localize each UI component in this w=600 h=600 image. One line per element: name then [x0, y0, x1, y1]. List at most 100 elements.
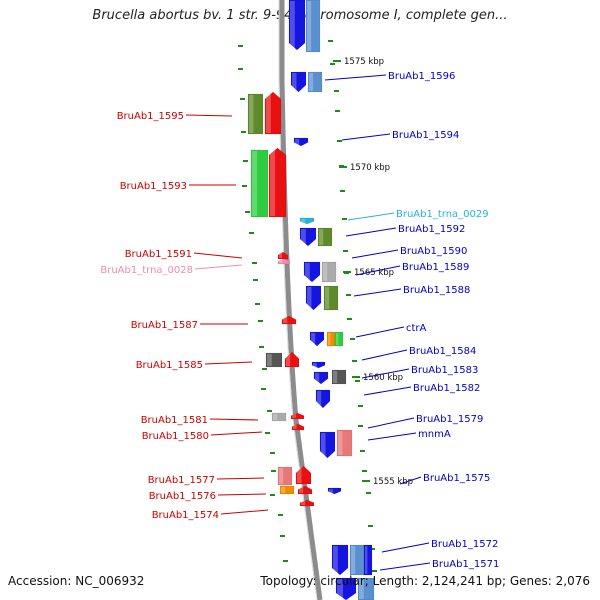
- left-gene-label[interactable]: BruAb1_1595: [117, 111, 184, 122]
- gene-feature[interactable]: [295, 465, 312, 485]
- tick-mark-right: [328, 40, 333, 42]
- left-leader-line: [220, 509, 269, 515]
- left-gene-label[interactable]: BruAb1_1576: [149, 491, 216, 502]
- gene-feature[interactable]: [271, 412, 287, 422]
- kbp-label: 1555 kbp: [373, 477, 413, 487]
- tick-mark-left: [261, 388, 266, 390]
- gene-feature[interactable]: [321, 261, 337, 283]
- tick-mark-right: [335, 110, 340, 112]
- left-gene-label[interactable]: BruAb1_1580: [142, 431, 209, 442]
- gene-feature[interactable]: [291, 423, 305, 431]
- gene-feature[interactable]: [284, 351, 300, 368]
- gene-feature[interactable]: [250, 149, 269, 218]
- right-gene-label[interactable]: BruAb1_1584: [409, 346, 476, 357]
- gene-feature[interactable]: [313, 371, 329, 385]
- right-gene-label[interactable]: mnmA: [418, 429, 451, 440]
- gene-feature[interactable]: [357, 577, 375, 600]
- left-gene-label[interactable]: BruAb1_1593: [120, 181, 187, 192]
- gene-feature[interactable]: [290, 71, 307, 93]
- gene-feature[interactable]: [305, 0, 321, 53]
- gene-feature[interactable]: [247, 93, 264, 135]
- tick-mark-left: [278, 514, 283, 516]
- left-gene-label[interactable]: BruAb1_1585: [136, 360, 203, 371]
- tick-mark-right: [370, 548, 375, 550]
- left-gene-label[interactable]: BruAb1_1581: [141, 415, 208, 426]
- right-gene-label[interactable]: BruAb1_1571: [432, 559, 499, 570]
- gene-feature[interactable]: [290, 412, 305, 420]
- right-gene-label[interactable]: BruAb1_1588: [403, 285, 470, 296]
- gene-feature-shine: [365, 546, 368, 574]
- left-gene-label[interactable]: BruAb1_1574: [152, 510, 219, 521]
- right-gene-label[interactable]: BruAb1_1582: [413, 383, 480, 394]
- gene-feature-shine: [299, 487, 304, 493]
- gene-feature[interactable]: [319, 431, 336, 459]
- gene-feature[interactable]: [299, 499, 315, 507]
- tick-mark-right: [372, 570, 377, 572]
- left-gene-label[interactable]: BruAb1_1577: [148, 475, 215, 486]
- gene-feature[interactable]: [327, 487, 342, 495]
- gene-feature[interactable]: [264, 91, 282, 135]
- gene-feature[interactable]: [305, 285, 322, 311]
- gene-feature[interactable]: [315, 389, 331, 409]
- right-gene-label[interactable]: BruAb1_1596: [388, 71, 455, 82]
- left-gene-label[interactable]: BruAb1_1591: [125, 249, 192, 260]
- gene-feature[interactable]: [277, 258, 291, 265]
- right-gene-label[interactable]: ctrA: [406, 323, 427, 334]
- accession-text: Accession: NC_006932: [8, 574, 145, 588]
- tick-mark-left: [240, 98, 245, 100]
- gene-feature[interactable]: [288, 0, 306, 51]
- gene-feature[interactable]: [311, 361, 326, 369]
- right-gene-label[interactable]: BruAb1_1594: [392, 130, 459, 141]
- gene-feature[interactable]: [293, 137, 309, 147]
- gene-feature[interactable]: [281, 315, 297, 325]
- tick-mark-left: [243, 160, 248, 162]
- right-gene-label[interactable]: BruAb1_1579: [416, 414, 483, 425]
- tick-mark-right: [358, 405, 363, 407]
- gene-feature[interactable]: [299, 217, 315, 225]
- right-gene-label[interactable]: BruAb1_1583: [411, 365, 478, 376]
- gene-feature-shine: [283, 317, 288, 323]
- gene-feature[interactable]: [334, 331, 344, 347]
- right-gene-label[interactable]: BruAb1_1575: [423, 473, 490, 484]
- left-gene-label[interactable]: BruAb1_trna_0028: [100, 265, 193, 276]
- gene-feature[interactable]: [335, 577, 357, 600]
- gene-feature[interactable]: [317, 227, 333, 247]
- gene-feature[interactable]: [331, 544, 349, 576]
- tick-mark-left: [242, 185, 247, 187]
- gene-feature[interactable]: [303, 261, 321, 283]
- tick-mark-right: [347, 318, 352, 320]
- gene-feature-shine: [290, 1, 295, 49]
- gene-feature[interactable]: [277, 251, 289, 260]
- gene-feature-shine: [337, 579, 343, 599]
- gene-feature[interactable]: [299, 227, 317, 247]
- gene-feature[interactable]: [307, 71, 323, 93]
- gene-feature-shine: [321, 433, 326, 457]
- tick-mark-left: [267, 410, 272, 412]
- right-leader-line: [363, 386, 412, 396]
- left-gene-label[interactable]: BruAb1_1587: [131, 320, 198, 331]
- gene-feature-shine: [301, 501, 306, 505]
- tick-mark-left: [238, 68, 243, 70]
- gene-feature[interactable]: [363, 544, 373, 576]
- left-leader-line: [210, 431, 263, 436]
- gene-feature[interactable]: [268, 147, 287, 218]
- right-gene-label[interactable]: BruAb1_1572: [431, 539, 498, 550]
- right-gene-label[interactable]: BruAb1_trna_0029: [396, 209, 489, 220]
- gene-feature-shine: [292, 73, 297, 91]
- right-leader-line: [361, 349, 408, 361]
- gene-feature[interactable]: [309, 331, 325, 347]
- gene-feature[interactable]: [336, 429, 353, 457]
- tick-mark-left: [280, 535, 285, 537]
- right-gene-label[interactable]: BruAb1_1592: [398, 224, 465, 235]
- right-gene-label[interactable]: BruAb1_1590: [400, 246, 467, 257]
- right-gene-label[interactable]: BruAb1_1589: [402, 262, 469, 273]
- tick-mark-left: [245, 211, 250, 213]
- gene-feature[interactable]: [279, 485, 295, 495]
- gene-feature[interactable]: [277, 466, 293, 486]
- gene-feature[interactable]: [331, 369, 347, 385]
- gene-feature[interactable]: [265, 352, 283, 368]
- tick-mark-right: [330, 63, 335, 65]
- gene-feature[interactable]: [297, 485, 313, 495]
- gene-feature[interactable]: [323, 285, 339, 311]
